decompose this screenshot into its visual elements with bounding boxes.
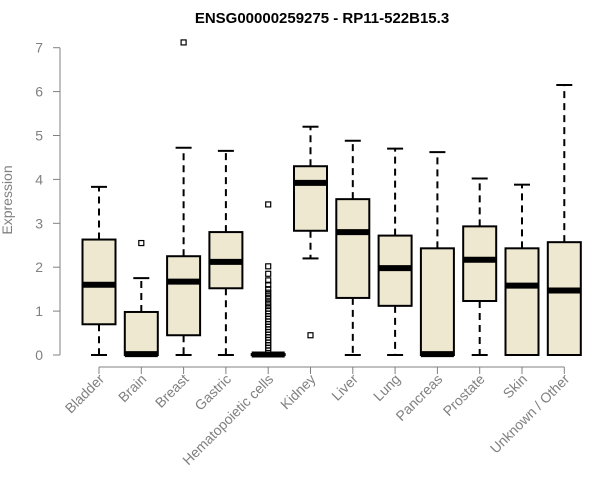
box-liver [335, 139, 371, 356]
box-body [166, 255, 202, 337]
chart-title: ENSG00000259275 - RP11-522B15.3 [195, 10, 449, 27]
x-tick-label: Liver [328, 371, 361, 404]
outlier-point [138, 239, 145, 247]
outlier-point [307, 332, 314, 339]
x-tick-label: Kidney [277, 371, 319, 413]
plot-area [81, 39, 582, 358]
box-lung [377, 147, 413, 356]
y-axis: 0 1 2 3 4 5 6 7 [35, 40, 61, 363]
x-tick-label: Unknown / Other [487, 371, 573, 457]
y-tick-label: 1 [35, 303, 43, 319]
outlier-point [265, 277, 272, 284]
box-body [546, 241, 582, 356]
y-axis-title: Expression [0, 165, 15, 234]
box-unknown-other [546, 84, 582, 356]
box-kidney [293, 125, 328, 339]
outlier-point [265, 295, 272, 302]
box-body [293, 165, 328, 232]
y-tick-label: 0 [35, 347, 43, 363]
box-skin [504, 183, 540, 356]
box-hematopoietic-cells [250, 201, 286, 358]
box-body [462, 225, 498, 303]
box-body [335, 198, 371, 299]
box-body [123, 310, 159, 356]
box-prostate [462, 177, 498, 356]
y-tick-label: 7 [35, 40, 43, 56]
y-tick-label: 3 [35, 215, 43, 231]
x-tick-label: Prostate [440, 371, 488, 419]
outlier-point [265, 347, 272, 354]
y-tick-label: 4 [35, 171, 43, 187]
x-tick-label: Skin [500, 371, 531, 402]
outlier-point [265, 263, 272, 270]
outlier-point [265, 201, 272, 208]
y-tick-label: 5 [35, 128, 43, 144]
box-body [504, 247, 540, 356]
x-tick-label: Brain [115, 371, 149, 405]
y-tick-label: 2 [35, 259, 43, 275]
box-breast [166, 39, 202, 356]
x-tick-label: Bladder [62, 371, 108, 417]
x-tick-label: Lung [370, 371, 403, 404]
y-tick-label: 6 [35, 84, 43, 100]
box-bladder [81, 185, 117, 356]
outlier-point [265, 281, 272, 288]
x-tick-label: Breast [152, 371, 192, 411]
x-tick-label: Pancreas [392, 371, 445, 424]
outlier-point [265, 286, 272, 293]
outlier-point [265, 270, 272, 277]
outlier-point [180, 39, 187, 46]
box-brain [123, 239, 159, 358]
box-pancreas [419, 151, 455, 358]
box-gastric [208, 149, 244, 356]
box-body [419, 247, 455, 356]
